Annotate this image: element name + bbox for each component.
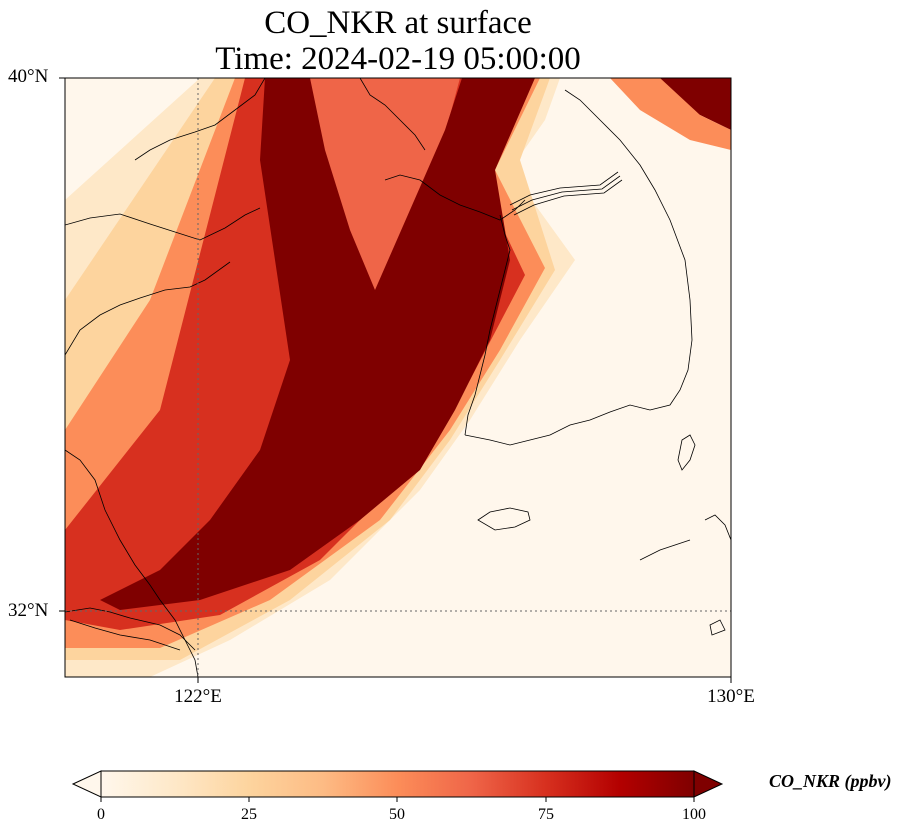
plume-northeast-halo xyxy=(610,78,731,150)
coastlines xyxy=(65,78,731,677)
colorbar-tick-50: 50 xyxy=(389,806,405,823)
lat-tick-32N: 32°N xyxy=(8,600,49,621)
map-title-line1: CO_NKR at surface xyxy=(264,5,532,41)
lon-tick-130E: 130°E xyxy=(707,686,755,707)
colorbar-label: CO_NKR (ppbv) xyxy=(769,771,892,791)
colorbar-extend-max xyxy=(693,770,724,798)
colorbar-body xyxy=(100,770,695,798)
plume-wedge xyxy=(300,78,460,300)
map-frame xyxy=(64,77,732,678)
map-title-line2: Time: 2024-02-19 05:00:00 xyxy=(215,41,581,77)
lon-tick-122E: 122°E xyxy=(174,686,222,707)
colorbar-tick-75: 75 xyxy=(538,806,554,823)
lat-tick-40N: 40°N xyxy=(8,66,49,87)
colorbar-tick-0: 0 xyxy=(97,806,105,823)
colorbar-tick-25: 25 xyxy=(241,806,257,823)
colorbar xyxy=(71,770,724,802)
colorbar-tick-100: 100 xyxy=(682,806,706,823)
plume-northeast xyxy=(660,78,731,130)
colorbar-extend-min xyxy=(71,770,102,798)
plume-core xyxy=(100,78,535,610)
